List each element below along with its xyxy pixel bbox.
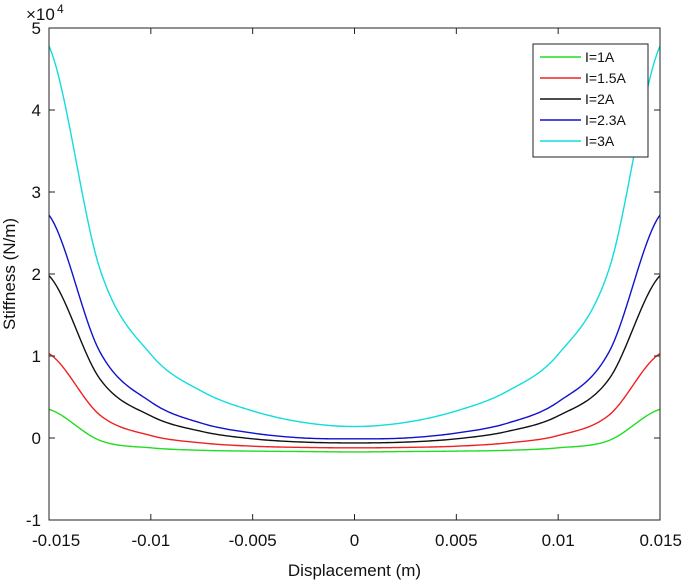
legend-label: I=2.3A [585, 112, 627, 128]
legend-box [532, 43, 649, 158]
series-line-2 [48, 275, 661, 444]
y-tick-label: 1 [32, 347, 41, 366]
y-axis-label: Stiffness (N/m) [0, 218, 19, 330]
legend: I=1A I=1.5A I=2A I=2.3A I=3A [532, 43, 649, 158]
x-tick-label: 0.015 [639, 531, 682, 550]
x-tick-label: 0.005 [435, 531, 478, 550]
y-exponent-label: ×10 4 [26, 2, 64, 24]
series-line-4 [48, 45, 661, 428]
y-tick-label: 2 [32, 265, 41, 284]
x-axis-label: Displacement (m) [288, 561, 421, 580]
y-tick-label: -1 [26, 511, 41, 530]
tick-layer: -0.015 -0.01 -0.005 0 0.005 0.01 0.015 -1 0 1 2 3 4 5 [26, 19, 682, 550]
x-tick-label: 0 [350, 531, 359, 550]
y-tick-label: 5 [32, 19, 41, 38]
legend-label: I=3A [585, 133, 615, 149]
legend-label: I=1.5A [585, 70, 627, 86]
series-line-1 [48, 352, 661, 449]
legend-label: I=2A [585, 91, 615, 107]
x-tick-label: -0.01 [131, 531, 170, 550]
y-tick-label: 3 [32, 183, 41, 202]
x-tick-label: -0.005 [229, 531, 277, 550]
x-tick-label: -0.015 [32, 531, 80, 550]
x-tick-label: 0.01 [542, 531, 575, 550]
y-exponent-base: ×10 [26, 5, 55, 24]
y-tick-label: 4 [32, 101, 41, 120]
series-layer [48, 45, 661, 453]
y-exponent-power: 4 [57, 2, 64, 16]
y-tick-label: 0 [32, 429, 41, 448]
series-line-3 [48, 214, 661, 440]
series-line-0 [48, 408, 661, 453]
legend-label: I=1A [585, 49, 615, 65]
